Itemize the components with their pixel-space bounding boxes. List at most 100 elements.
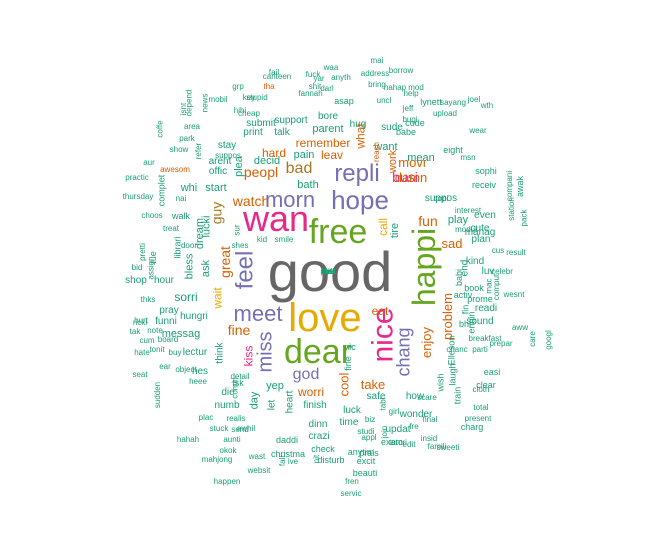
cloud-word: prais bbox=[359, 447, 379, 458]
cloud-word: fren bbox=[345, 477, 359, 486]
cloud-word: thursday bbox=[122, 192, 154, 201]
cloud-word: assign bbox=[147, 256, 156, 280]
cloud-word: morn bbox=[264, 187, 316, 212]
cloud-word: arent bbox=[208, 156, 232, 167]
cloud-word: feel bbox=[230, 250, 258, 290]
cloud-word: think bbox=[215, 342, 226, 364]
cloud-word: great bbox=[216, 246, 233, 278]
cloud-word: shop bbox=[125, 275, 147, 286]
cloud-word: address bbox=[360, 69, 390, 78]
cloud-word: god bbox=[292, 366, 320, 383]
cloud-word: eat bbox=[371, 304, 389, 318]
cloud-word: start bbox=[205, 181, 227, 194]
cloud-word: shes bbox=[231, 241, 249, 250]
cloud-word: time bbox=[339, 417, 359, 428]
cloud-word: disturb bbox=[317, 454, 345, 465]
cloud-word: ive bbox=[287, 457, 299, 466]
cloud-word: darl bbox=[320, 84, 334, 93]
cloud-word: bless bbox=[183, 253, 196, 279]
cloud-word: appl bbox=[361, 433, 377, 442]
cloud-word: cheap bbox=[238, 109, 260, 118]
cloud-word: object bbox=[175, 365, 197, 374]
cloud-word: nit bbox=[311, 454, 321, 464]
cloud-word: take bbox=[360, 376, 386, 392]
cloud-word: messag bbox=[161, 327, 201, 340]
cloud-word: sound bbox=[466, 316, 494, 327]
cloud-word: sayang bbox=[440, 98, 466, 107]
cloud-word: tire bbox=[389, 222, 402, 238]
cloud-word: funni bbox=[155, 316, 177, 327]
cloud-word: hahah bbox=[176, 435, 200, 444]
cloud-word: crazi bbox=[308, 431, 330, 442]
cloud-word: even bbox=[474, 210, 496, 221]
cloud-word: peopl bbox=[243, 164, 279, 180]
cloud-word: pray bbox=[159, 305, 179, 316]
cloud-word: talk bbox=[274, 127, 290, 138]
cloud-word: free bbox=[308, 213, 368, 251]
cloud-word: aww bbox=[511, 323, 528, 332]
cloud-word: station bbox=[506, 197, 516, 221]
cloud-word: googl bbox=[543, 330, 553, 350]
cloud-word: borrow bbox=[388, 66, 414, 75]
cloud-word: join bbox=[379, 425, 389, 439]
cloud-word: tha bbox=[263, 82, 275, 91]
cloud-word: isnt bbox=[178, 102, 188, 116]
cloud-word: wan bbox=[242, 198, 310, 239]
cloud-word: heart bbox=[283, 390, 295, 414]
cloud-word: insid bbox=[420, 434, 438, 443]
cloud-word: let bbox=[266, 399, 277, 411]
cloud-word: fall bbox=[277, 455, 287, 467]
cloud-word: bring bbox=[368, 80, 386, 89]
cloud-word: good bbox=[267, 240, 393, 303]
cloud-word: fine bbox=[342, 355, 353, 371]
cloud-word: chanc bbox=[446, 345, 468, 354]
cloud-word: walk bbox=[171, 210, 190, 221]
cloud-word: plan bbox=[471, 234, 491, 245]
cloud-word: how bbox=[405, 391, 425, 402]
cloud-word: nai bbox=[175, 194, 187, 203]
cloud-word: readi bbox=[474, 303, 498, 314]
cloud-word: anytim bbox=[347, 446, 375, 457]
cloud-word: hour bbox=[153, 275, 174, 286]
cloud-word: aur bbox=[143, 158, 155, 167]
cloud-word: edit bbox=[402, 440, 416, 449]
cloud-word: upload bbox=[432, 109, 458, 118]
cloud-word: bhi bbox=[458, 318, 471, 329]
cloud-word: kind bbox=[465, 256, 485, 267]
cloud-word: grp bbox=[232, 82, 244, 91]
cloud-word: girl bbox=[388, 407, 400, 416]
cloud-word: chang bbox=[393, 327, 414, 377]
cloud-word: happen bbox=[213, 477, 241, 486]
cloud-word: worri bbox=[298, 385, 324, 399]
cloud-word: copi bbox=[433, 194, 449, 203]
cloud-word: cum bbox=[139, 336, 155, 345]
cloud-word: enjoy bbox=[419, 326, 435, 358]
cloud-word: babe bbox=[395, 126, 417, 137]
cloud-word: day bbox=[248, 391, 261, 409]
cloud-word: plac bbox=[198, 413, 214, 422]
cloud-word: okok bbox=[219, 446, 237, 455]
cloud-word: problem bbox=[439, 292, 455, 340]
cloud-word: finish bbox=[303, 400, 327, 411]
cloud-word: mahjong bbox=[201, 455, 233, 464]
cloud-word: lucki bbox=[200, 214, 213, 238]
cloud-word: repli bbox=[334, 160, 380, 187]
cloud-word: hate bbox=[134, 348, 150, 357]
cloud-word: safe bbox=[366, 391, 386, 402]
cloud-word: book bbox=[464, 282, 484, 293]
cloud-word: wast bbox=[248, 452, 266, 461]
cloud-word: pretti bbox=[137, 243, 147, 261]
cloud-word: mean bbox=[407, 151, 435, 164]
cloud-word: shit bbox=[308, 82, 322, 91]
cloud-word: kiss bbox=[240, 345, 255, 367]
cloud-word: biz bbox=[364, 415, 376, 424]
cloud-word: mac bbox=[485, 278, 494, 294]
cloud-word: reach bbox=[371, 141, 381, 163]
cloud-word: awak bbox=[515, 175, 526, 197]
cloud-word: celebr bbox=[491, 267, 513, 276]
cloud-word: ask bbox=[200, 259, 213, 277]
cloud-word: buy bbox=[168, 348, 182, 357]
cloud-word: modul bbox=[455, 225, 477, 234]
cloud-word: hihi bbox=[233, 106, 247, 115]
cloud-word: bugi bbox=[402, 115, 418, 124]
